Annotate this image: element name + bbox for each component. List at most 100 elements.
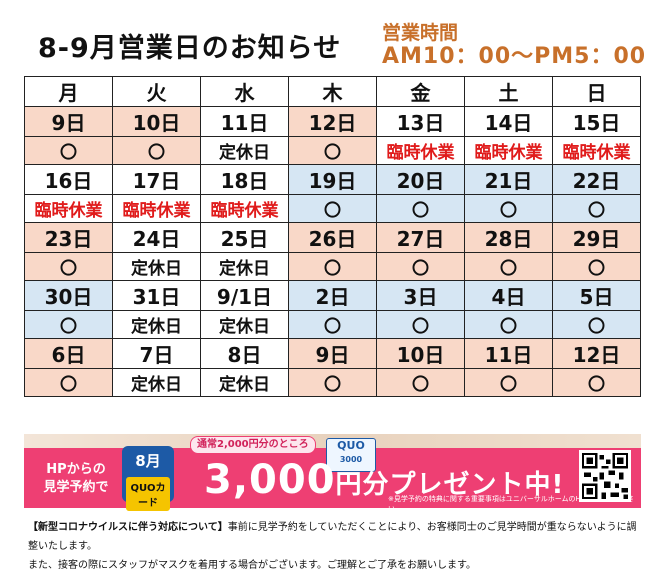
calendar-date-cell: 11日: [464, 338, 553, 369]
regular-holiday-cell: 定休日: [200, 368, 289, 397]
calendar-date-cell: 19日: [288, 164, 377, 195]
temporary-closure-cell: 臨時休業: [200, 194, 289, 223]
qr-code-icon[interactable]: [579, 450, 631, 502]
weekday-header: 土: [464, 76, 553, 107]
open-day-cell: 〇: [288, 310, 377, 339]
weekday-header: 火: [112, 76, 201, 107]
present-amount: 3,000円分プレゼント中!: [204, 456, 564, 509]
business-hours-label: 営業時間: [382, 22, 459, 44]
calendar-date-cell: 15日: [552, 106, 641, 137]
calendar-date-cell: 11日: [200, 106, 289, 137]
quo-brand: QUO: [337, 439, 365, 452]
open-day-cell: 〇: [24, 368, 113, 397]
weekday-header-row: 月 火 水 木 金 土 日: [24, 76, 641, 107]
open-day-cell: 〇: [288, 368, 377, 397]
date-row: 30日 31日 9/1日 2日 3日 4日 5日: [24, 280, 641, 311]
calendar-date-cell: 9日: [24, 106, 113, 137]
business-calendar: 月 火 水 木 金 土 日 9日 10日 11日 12日 13日 14日 15日〇〇定休日〇…: [24, 76, 641, 397]
covid-notice: 【新型コロナウイルスに伴う対応について】事前に見学予約をしていただくことにより、…: [28, 518, 638, 575]
quo-card-label: QUOカード: [126, 477, 170, 511]
calendar-date-cell: 13日: [376, 106, 465, 137]
hp-line-1: HPからの: [46, 462, 106, 477]
calendar-date-cell: 26日: [288, 222, 377, 253]
open-day-cell: 〇: [464, 310, 553, 339]
regular-holiday-cell: 定休日: [200, 252, 289, 281]
open-day-cell: 〇: [112, 136, 201, 165]
open-day-cell: 〇: [376, 310, 465, 339]
open-day-cell: 〇: [288, 252, 377, 281]
calendar-date-cell: 22日: [552, 164, 641, 195]
calendar-date-cell: 17日: [112, 164, 201, 195]
calendar-date-cell: 24日: [112, 222, 201, 253]
business-hours: 営業時間 AM10：00～PM5：00: [382, 22, 646, 70]
open-day-cell: 〇: [552, 194, 641, 223]
calendar-date-cell: 18日: [200, 164, 289, 195]
open-day-cell: 〇: [464, 368, 553, 397]
notice-line-1: 事前に見学予約をしていただくことにより、お客様同士のご見学時間が重ならないように…: [28, 522, 637, 552]
open-day-cell: 〇: [376, 252, 465, 281]
calendar-date-cell: 27日: [376, 222, 465, 253]
open-day-cell: 〇: [552, 310, 641, 339]
business-hours-time: AM10：00～PM5：00: [382, 44, 647, 69]
status-row: 臨時休業 臨時休業 臨時休業〇〇〇〇: [24, 194, 641, 223]
open-day-cell: 〇: [464, 194, 553, 223]
open-day-cell: 〇: [552, 252, 641, 281]
calendar-date-cell: 9/1日: [200, 280, 289, 311]
calendar-date-cell: 21日: [464, 164, 553, 195]
open-day-cell: 〇: [376, 368, 465, 397]
normal-price-note: 通常2,000円分のところ: [190, 436, 316, 454]
date-row: 16日 17日 18日 19日 20日 21日 22日: [24, 164, 641, 195]
weekday-header: 月: [24, 76, 113, 107]
promo-banner[interactable]: HPからの 見学予約で 8月 QUOカード 通常2,000円分のところ QUO …: [24, 434, 641, 512]
open-day-cell: 〇: [24, 252, 113, 281]
regular-holiday-cell: 定休日: [200, 310, 289, 339]
month-label: 8月: [135, 452, 161, 470]
temporary-closure-cell: 臨時休業: [24, 194, 113, 223]
regular-holiday-cell: 定休日: [112, 252, 201, 281]
calendar-date-cell: 28日: [464, 222, 553, 253]
temporary-closure-cell: 臨時休業: [552, 136, 641, 165]
calendar-date-cell: 10日: [376, 338, 465, 369]
calendar-date-cell: 10日: [112, 106, 201, 137]
page-title: 8-9月営業日のお知らせ: [38, 33, 342, 64]
calendar-date-cell: 20日: [376, 164, 465, 195]
calendar-date-cell: 29日: [552, 222, 641, 253]
open-day-cell: 〇: [552, 368, 641, 397]
status-row: 〇〇定休日〇臨時休業 臨時休業 臨時休業: [24, 136, 641, 165]
open-day-cell: 〇: [24, 310, 113, 339]
quo-card-icon: QUO 3000: [326, 438, 376, 472]
weekday-header: 水: [200, 76, 289, 107]
temporary-closure-cell: 臨時休業: [464, 136, 553, 165]
calendar-date-cell: 7日: [112, 338, 201, 369]
weekday-header: 金: [376, 76, 465, 107]
calendar-date-cell: 14日: [464, 106, 553, 137]
calendar-date-cell: 3日: [376, 280, 465, 311]
status-row: 〇定休日 定休日〇〇〇〇: [24, 310, 641, 339]
calendar-date-cell: 25日: [200, 222, 289, 253]
status-row: 〇定休日 定休日〇〇〇〇: [24, 252, 641, 281]
amount-value: 3,000: [204, 457, 336, 503]
calendar-date-cell: 4日: [464, 280, 553, 311]
present-text: プレゼント中!: [389, 470, 565, 500]
calendar-date-cell: 16日: [24, 164, 113, 195]
weekday-header: 日: [552, 76, 641, 107]
regular-holiday-cell: 定休日: [200, 136, 289, 165]
open-day-cell: 〇: [464, 252, 553, 281]
status-row: 〇定休日 定休日〇〇〇〇: [24, 368, 641, 397]
calendar-date-cell: 6日: [24, 338, 113, 369]
hp-reservation-badge: HPからの 見学予約で: [38, 456, 114, 502]
calendar-date-cell: 8日: [200, 338, 289, 369]
open-day-cell: 〇: [24, 136, 113, 165]
calendar-date-cell: 31日: [112, 280, 201, 311]
calendar-date-cell: 12日: [552, 338, 641, 369]
date-row: 6日 7日 8日 9日 10日 11日 12日: [24, 338, 641, 369]
weekday-header: 木: [288, 76, 377, 107]
open-day-cell: 〇: [376, 194, 465, 223]
calendar-date-cell: 5日: [552, 280, 641, 311]
date-row: 23日 24日 25日 26日 27日 28日 29日: [24, 222, 641, 253]
calendar-date-cell: 9日: [288, 338, 377, 369]
month-badge: 8月 QUOカード: [122, 446, 174, 511]
calendar-date-cell: 2日: [288, 280, 377, 311]
banner-fine-print: ※見学予約の特典に関する重要事項はユニバーサルホームのHPをご確認ください。: [388, 495, 634, 512]
quo-card-value: 3000: [339, 455, 363, 464]
